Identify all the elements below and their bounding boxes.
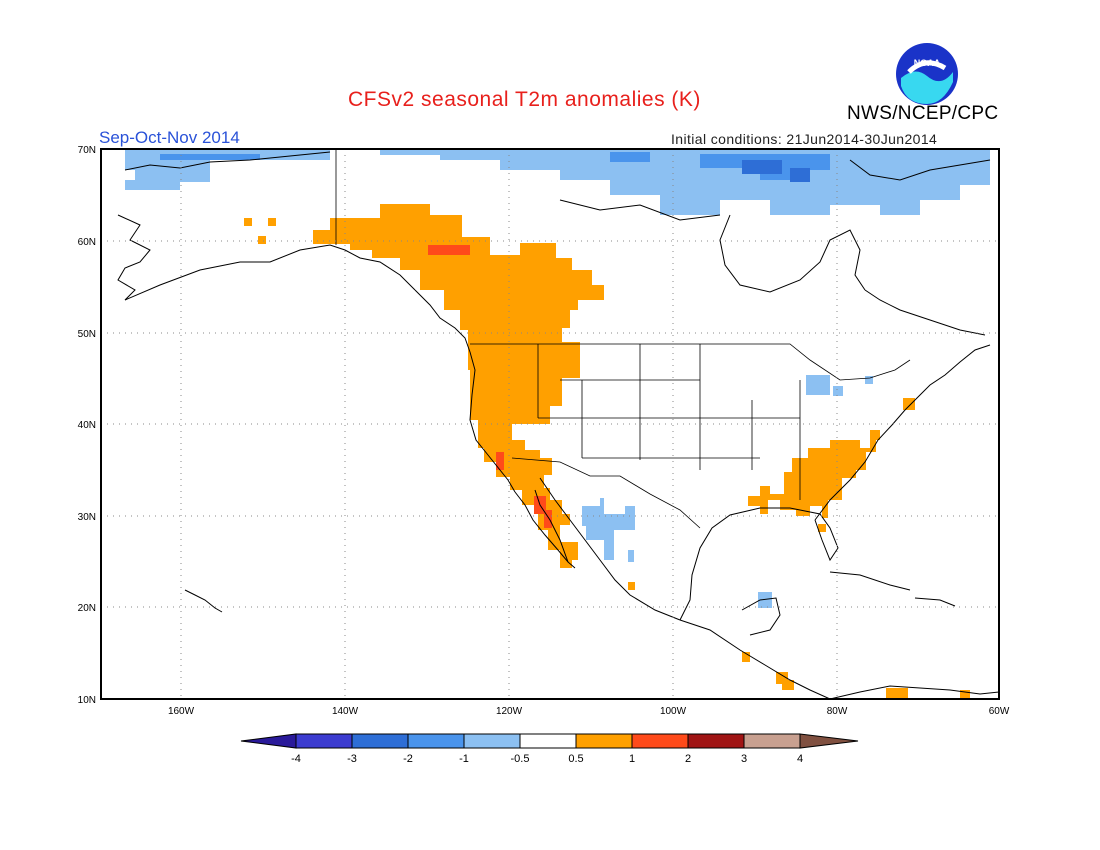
colder-hudson-2 (790, 168, 810, 182)
map-area (101, 149, 999, 699)
coast-us-west (469, 351, 516, 493)
colder-hudson (742, 160, 782, 174)
cool-mexico-north (582, 498, 635, 560)
warm-central-america (742, 652, 750, 662)
noaa-logo-icon: NOAA (896, 43, 958, 105)
lat-label: 20N (78, 603, 96, 614)
warm-south-america-2 (960, 690, 970, 699)
colorbar-swatch (631, 733, 689, 749)
warm-florida (818, 524, 826, 532)
coast-hudson (719, 214, 866, 293)
lon-label: 80W (827, 706, 848, 717)
season-label: Sep-Oct-Nov 2014 (99, 128, 240, 147)
agency-label: NWS/NCEP/CPC (847, 103, 999, 124)
lat-label: 30N (78, 512, 96, 523)
warm-southeast-us (748, 430, 880, 518)
chart-title: CFSv2 seasonal T2m anomalies (K) (348, 88, 701, 111)
colorbar-label: 0.5 (568, 753, 583, 765)
border-us-mexico (511, 457, 701, 529)
colorbar-label: -3 (347, 753, 357, 765)
lat-label: 10N (78, 695, 96, 706)
lon-label: 60W (989, 706, 1010, 717)
warm-alaska-spot-2 (268, 218, 276, 226)
colorbar-swatch (519, 733, 577, 749)
lat-label: 70N (78, 145, 96, 156)
coast-labrador (864, 289, 986, 336)
colorbar-swatch (351, 733, 409, 749)
cool-arctic-canada (380, 149, 990, 215)
cold-greenland-edge (610, 152, 650, 162)
coast-gulf (679, 507, 839, 621)
coast-alaska-north (124, 151, 331, 171)
coast-alaska-south (124, 244, 416, 301)
coast-south-america (829, 685, 999, 699)
warm-alaska-spot (244, 218, 252, 226)
coast-alaska-west (117, 214, 151, 301)
colorbar-swatch (743, 733, 801, 749)
colorbar-swatch (463, 733, 521, 749)
cool-ontario (865, 376, 873, 384)
coast-central-america (679, 619, 831, 699)
lat-label: 40N (78, 420, 96, 431)
colorbar-label: -4 (291, 753, 301, 765)
hot-california (496, 452, 504, 470)
colorbar-swatch (687, 733, 745, 749)
cold-arctic-west (160, 154, 260, 160)
warm-alaska-spot-3 (258, 236, 266, 244)
colder-anomaly-regions (742, 160, 810, 182)
colorbar-label: 4 (797, 753, 803, 765)
cool-great-lakes (806, 375, 830, 395)
hot-anomaly-regions (428, 245, 552, 528)
border-us-canada (470, 343, 911, 381)
coast-atlantic (814, 344, 991, 521)
colorbar-label: 3 (741, 753, 747, 765)
warm-northeast (903, 398, 915, 410)
lon-label: 100W (660, 706, 687, 717)
colorbar-label: 2 (685, 753, 691, 765)
colorbar (240, 733, 859, 749)
hot-baja (534, 496, 552, 528)
cool-yucatan (758, 592, 772, 608)
coast-hispaniola (914, 597, 956, 607)
initial-conditions-label: Initial conditions: 21Jun2014-30Jun2014 (671, 131, 938, 147)
coast-bc (414, 289, 471, 353)
coast-hawaii (184, 589, 223, 613)
lon-label: 160W (168, 706, 195, 717)
warm-south-america (886, 688, 908, 699)
lon-label: 140W (332, 706, 359, 717)
colorbar-label: -0.5 (511, 753, 530, 765)
svg-text:NOAA: NOAA (914, 58, 941, 68)
cool-mexico-spot (628, 550, 634, 562)
lat-label: 60N (78, 237, 96, 248)
coast-greenland (849, 159, 991, 181)
coast-arctic-islands (559, 199, 721, 221)
coastlines (117, 151, 999, 699)
warm-anomaly-regions (244, 204, 970, 699)
lat-tick-labels: 10N 20N 30N 40N 50N 60N 70N (78, 145, 96, 706)
cool-great-lakes-2 (833, 386, 843, 396)
colorbar-label: -2 (403, 753, 413, 765)
lon-tick-labels: 160W 140W 120W 100W 80W 60W (168, 706, 1010, 717)
hot-canada (428, 245, 470, 255)
lat-label: 50N (78, 329, 96, 340)
colorbar-low-arrow (240, 733, 297, 749)
warm-mexico-west (628, 582, 635, 590)
colorbar-label: -1 (459, 753, 469, 765)
colorbar-swatch (407, 733, 465, 749)
map-frame (100, 148, 1000, 700)
warm-central-america-2 (776, 672, 794, 690)
colorbar-high-arrow (799, 733, 859, 749)
colorbar-label: 1 (629, 753, 635, 765)
coast-yucatan (741, 597, 781, 636)
lon-label: 120W (496, 706, 523, 717)
colorbar-labels: -4 -3 -2 -1 -0.5 0.5 1 2 3 4 (291, 753, 803, 765)
coast-cuba (829, 571, 911, 591)
colorbar-swatch (295, 733, 353, 749)
colorbar-swatch (575, 733, 633, 749)
warm-western-canada (313, 204, 604, 568)
political-borders (335, 149, 911, 529)
coast-baja-east (534, 489, 569, 563)
coast-mexico-west (539, 477, 681, 621)
